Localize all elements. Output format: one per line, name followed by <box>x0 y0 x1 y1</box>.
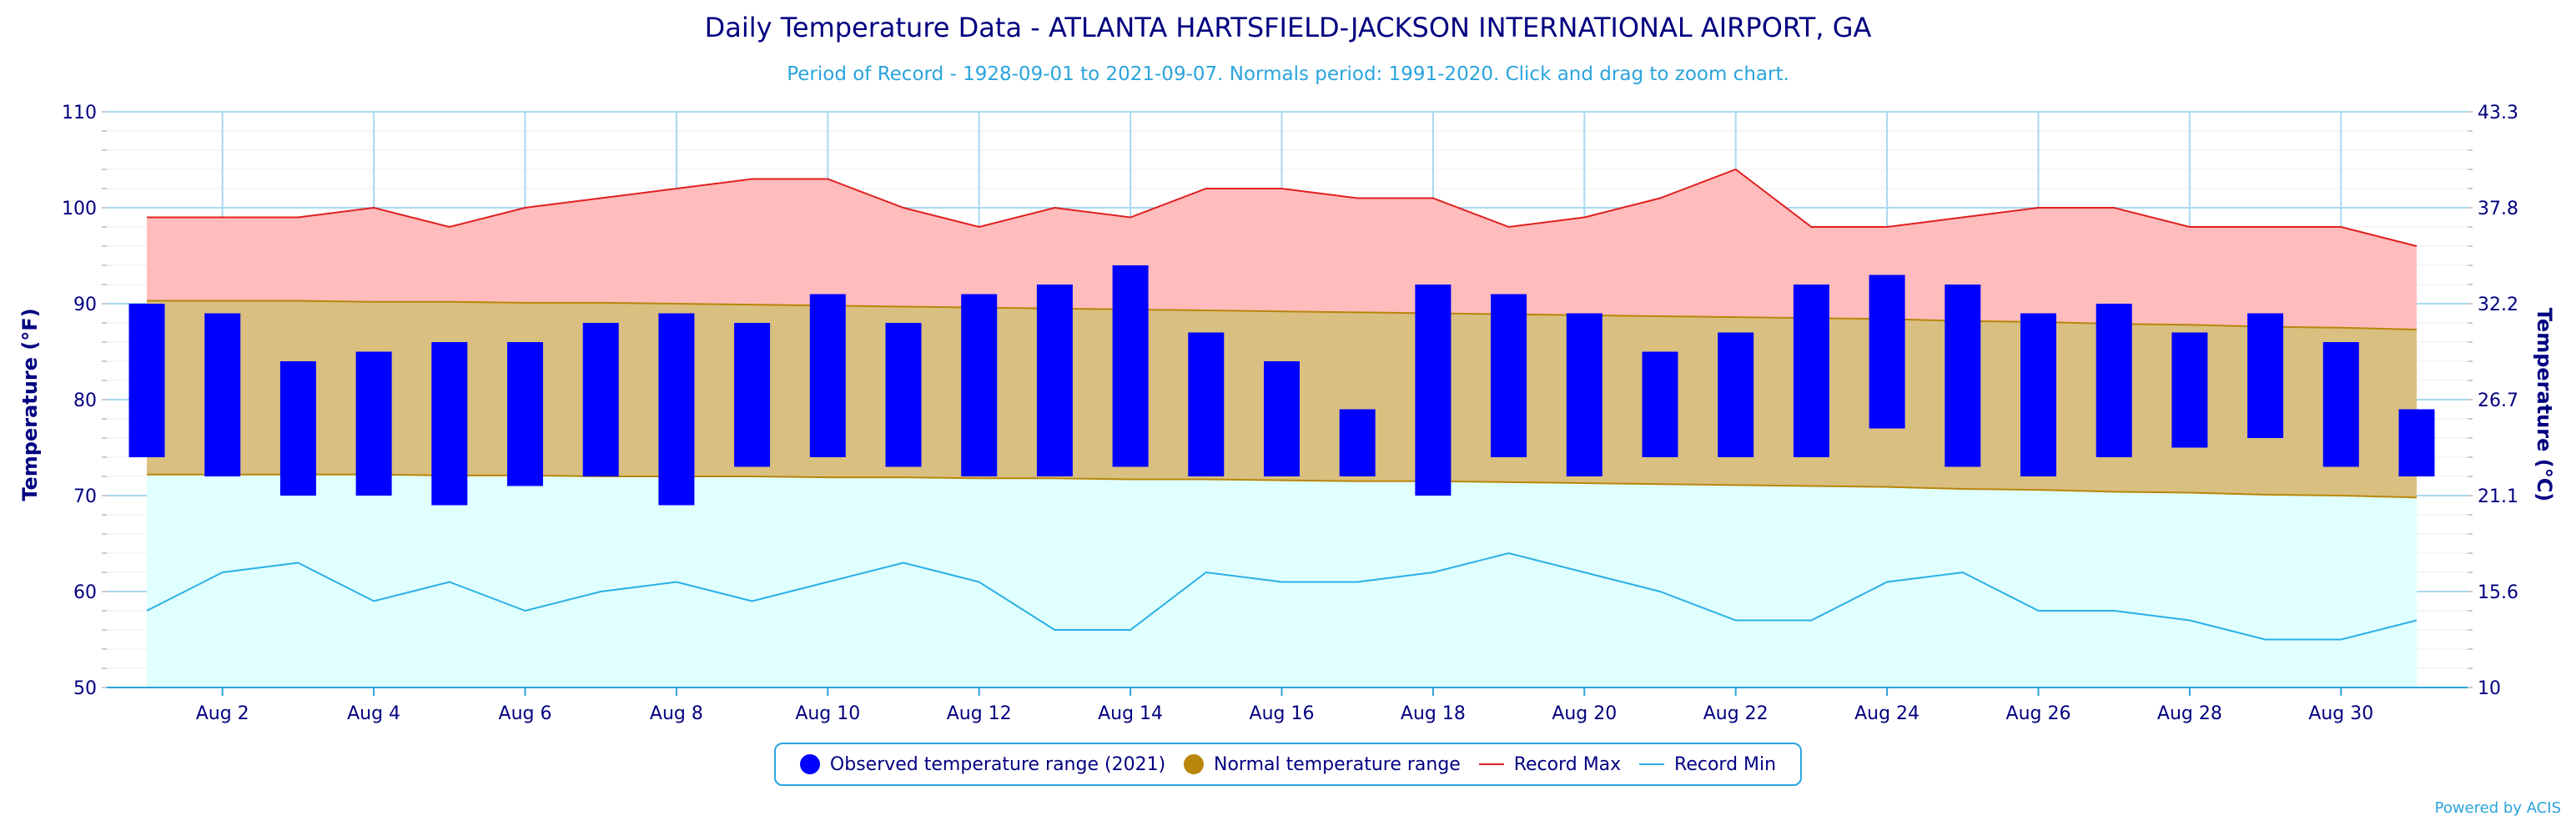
legend-marker-record-max <box>1478 763 1504 765</box>
x-tick-label: Aug 4 <box>347 703 400 724</box>
observed-bar <box>1339 409 1376 476</box>
y-tick-label-left: 90 <box>73 295 97 315</box>
y-tick-label-left: 70 <box>73 486 97 507</box>
observed-bar <box>582 323 619 476</box>
y-tick-label-right: 26.7 <box>2478 390 2518 411</box>
legend: Observed temperature range (2021) Normal… <box>774 743 1802 786</box>
legend-item-observed[interactable]: Observed temperature range (2021) <box>799 753 1166 775</box>
x-tick-label: Aug 20 <box>1552 703 1617 724</box>
x-tick-label: Aug 12 <box>947 703 1012 724</box>
y-tick-label-right: 43.3 <box>2478 103 2518 123</box>
record-min-lower-fill <box>147 553 2417 688</box>
y-tick-label-left: 60 <box>73 582 97 603</box>
observed-bar <box>1188 332 1225 476</box>
x-tick-label: Aug 24 <box>1854 703 1919 724</box>
record-max-line <box>147 168 2418 247</box>
credit-link[interactable]: Powered by ACIS <box>2434 799 2561 817</box>
x-tick-label: Aug 22 <box>1703 703 1768 724</box>
observed-bar <box>1415 285 1452 496</box>
observed-bar <box>128 304 165 457</box>
y-tick-label-right: 10 <box>2478 678 2501 699</box>
observed-bar <box>2247 313 2284 438</box>
y-tick-label-right: 32.2 <box>2478 295 2518 315</box>
legend-item-record-min[interactable]: Record Min <box>1639 754 1776 775</box>
observed-bar <box>1112 265 1149 467</box>
y-tick-label-left: 80 <box>73 390 97 411</box>
legend-label-record-max: Record Max <box>1513 753 1622 775</box>
record-min-line <box>146 552 2418 641</box>
observed-bar <box>2171 332 2208 448</box>
observed-bar <box>507 342 543 486</box>
observed-bar <box>734 323 771 467</box>
observed-bar <box>1566 313 1602 476</box>
x-tick-label: Aug 18 <box>1401 703 1466 724</box>
observed-bar <box>2096 304 2132 457</box>
legend-item-normal[interactable]: Normal temperature range <box>1184 754 1461 775</box>
x-tick-label: Aug 30 <box>2308 703 2373 724</box>
y-tick-label-right: 15.6 <box>2478 582 2518 603</box>
y-axis-label-left: Temperature (°F) <box>18 308 42 501</box>
observed-bar <box>2322 342 2359 467</box>
record-max-band <box>147 169 2417 330</box>
x-tick-label: Aug 2 <box>196 703 249 724</box>
x-tick-label: Aug 8 <box>650 703 703 724</box>
x-tick-label: Aug 26 <box>2006 703 2071 724</box>
observed-bar <box>2020 313 2056 476</box>
bar-layer <box>128 265 2435 506</box>
observed-bar <box>1718 332 1754 457</box>
chart-subtitle: Period of Record - 1928-09-01 to 2021-09… <box>787 63 1789 85</box>
observed-bar <box>885 323 922 467</box>
legend-item-record-max[interactable]: Record Max <box>1478 753 1622 775</box>
observed-bar <box>1642 351 1678 457</box>
observed-bar <box>961 294 998 476</box>
x-tick-label: Aug 28 <box>2157 703 2222 724</box>
y-tick-label-left: 50 <box>73 678 97 699</box>
legend-marker-normal <box>1184 754 1204 774</box>
observed-bar <box>431 342 468 506</box>
legend-label-record-min: Record Min <box>1674 753 1777 775</box>
axis-layer: Aug 2 Aug 4 Aug 6 Aug 8 Aug 10 Aug 12 Aug 14 Au… <box>62 103 2518 724</box>
legend-marker-observed <box>799 754 820 774</box>
record-min-band <box>147 474 2417 640</box>
observed-bar <box>1036 285 1073 476</box>
observed-bar <box>1264 361 1300 476</box>
y-tick-label-left: 110 <box>62 103 97 123</box>
x-tick-label: Aug 14 <box>1098 703 1163 724</box>
chart-title: Daily Temperature Data - ATLANTA HARTSFI… <box>704 12 1872 43</box>
observed-bar <box>1793 285 1829 457</box>
legend-label-observed: Observed temperature range (2021) <box>829 753 1166 775</box>
observed-bar <box>809 294 846 457</box>
y-axis-label-right: Temperature (°C) <box>2533 308 2556 502</box>
observed-bar <box>1491 294 1527 457</box>
observed-bar <box>658 313 695 506</box>
observed-bar <box>355 351 392 496</box>
x-tick-label: Aug 6 <box>499 703 552 724</box>
observed-bar <box>204 313 241 476</box>
legend-label-normal: Normal temperature range <box>1214 753 1461 775</box>
observed-bar <box>1869 275 1905 429</box>
observed-bar <box>279 361 316 496</box>
legend-marker-record-min <box>1639 763 1665 765</box>
y-tick-label-right: 21.1 <box>2478 486 2518 507</box>
y-tick-label-right: 37.8 <box>2478 199 2518 219</box>
observed-bar <box>1945 285 1981 467</box>
x-tick-label: Aug 16 <box>1250 703 1315 724</box>
y-tick-label-left: 100 <box>62 199 97 219</box>
observed-bar <box>2398 409 2435 476</box>
x-tick-label: Aug 10 <box>795 703 860 724</box>
